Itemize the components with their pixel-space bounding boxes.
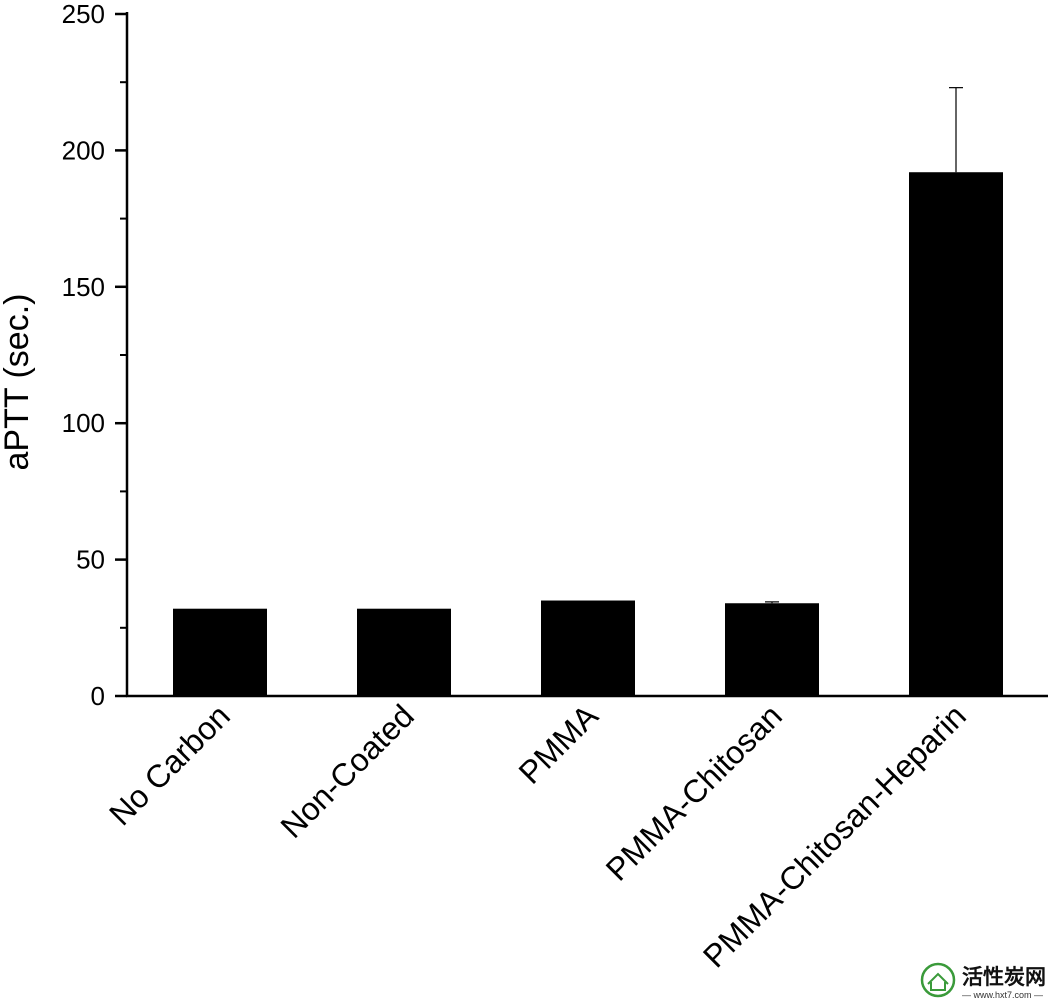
y-axis-title: aPTT (sec.) — [0, 294, 36, 471]
watermark-title: 活性炭网 — [962, 965, 1046, 989]
x-tick-label: PMMA — [512, 697, 606, 791]
bar — [725, 603, 819, 696]
watermark-house-icon — [927, 972, 949, 991]
x-tick-label: PMMA-Chitosan — [599, 697, 789, 887]
watermark-url: — www.hxt7.com — — [962, 990, 1043, 1000]
bar — [541, 600, 635, 696]
y-tick-label: 150 — [62, 272, 105, 302]
bar — [909, 172, 1003, 696]
y-tick-label: 100 — [62, 408, 105, 438]
bar — [357, 608, 451, 696]
y-tick-label: 200 — [62, 135, 105, 165]
bar — [173, 608, 267, 696]
error-bars — [765, 87, 963, 604]
bars — [173, 172, 1003, 696]
x-tick-label: No Carbon — [102, 697, 237, 832]
y-tick-label: 50 — [76, 545, 105, 575]
watermark: 活性炭网 — www.hxt7.com — — [920, 962, 1046, 1000]
watermark-logo-icon — [920, 962, 956, 998]
y-axis-ticks: 0 50 100 150 200 250 — [62, 0, 127, 711]
y-tick-label: 0 — [91, 681, 105, 711]
y-tick-label: 250 — [62, 0, 105, 29]
x-tick-label: Non-Coated — [273, 697, 420, 844]
x-axis-labels: No Carbon Non-Coated PMMAPMMA-ChitosanPMMA… — [102, 697, 973, 974]
